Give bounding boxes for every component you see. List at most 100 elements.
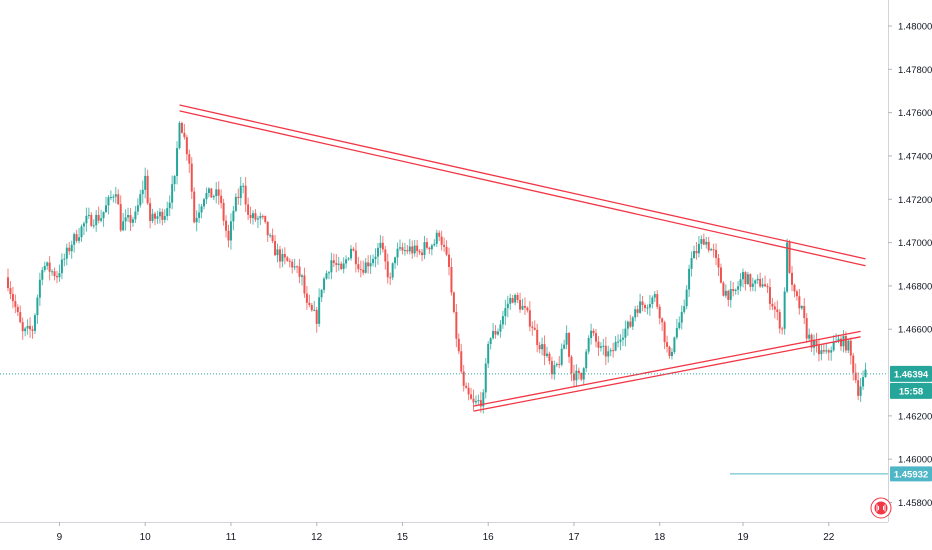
candle (533, 320, 536, 331)
candle (749, 273, 752, 292)
candle-body (599, 346, 602, 348)
candle-body (506, 303, 509, 309)
candle-body (180, 122, 183, 133)
price-tick-label: 1.45800 (898, 498, 932, 509)
candle (149, 197, 152, 229)
candle (310, 302, 313, 312)
candle (854, 363, 857, 384)
time-tick-label: 19 (737, 532, 749, 543)
candle (538, 341, 541, 354)
candle-body (325, 273, 328, 279)
candle (609, 347, 612, 357)
candle-body (227, 230, 230, 241)
candle-body (800, 306, 803, 309)
candle (666, 335, 669, 353)
candle-body (109, 196, 112, 198)
trendline[interactable] (179, 104, 866, 260)
time-tick-label: 15 (397, 532, 409, 543)
candle (673, 336, 676, 354)
candle (663, 320, 666, 350)
candle-body (786, 242, 789, 292)
candle (416, 239, 419, 258)
candle (445, 240, 448, 257)
candle (724, 284, 727, 299)
candle-body (519, 299, 522, 310)
candle (555, 362, 558, 368)
candle (641, 295, 644, 312)
candle (127, 207, 130, 222)
candle-body (65, 247, 68, 259)
broadcast-icon-waves (876, 504, 886, 512)
candle (433, 239, 436, 247)
candle-body (822, 350, 825, 352)
candle (570, 355, 573, 382)
candle (719, 263, 722, 284)
candle (800, 305, 803, 311)
broadcast-icon[interactable] (870, 497, 892, 519)
candle (693, 245, 695, 259)
trendline[interactable] (179, 110, 866, 267)
candle-body (494, 330, 497, 335)
candle-body (840, 338, 842, 347)
candle (105, 196, 107, 213)
candle-body (9, 288, 12, 295)
time-axis[interactable]: 9 10 11 12 15 16 17 18 19 22 (0, 522, 888, 543)
candle-body (19, 312, 22, 323)
candle (852, 352, 855, 381)
candle (36, 294, 39, 324)
plot-area[interactable] (0, 0, 888, 522)
candle (629, 314, 632, 329)
candle-body (399, 247, 401, 249)
price-tick-label: 1.46800 (898, 281, 932, 292)
trendline[interactable] (473, 330, 861, 407)
candle (460, 343, 463, 374)
candle-body (286, 257, 289, 261)
candle (362, 260, 365, 276)
price-tick-label: 1.46600 (898, 325, 932, 336)
candle (352, 247, 355, 252)
candle-body (550, 360, 553, 375)
price-levels (0, 373, 888, 475)
candle (65, 243, 68, 266)
candle-body (254, 213, 257, 220)
candle-body (661, 318, 664, 323)
candle (849, 337, 852, 365)
candle (438, 230, 441, 242)
candle (842, 330, 845, 353)
candle-body (565, 333, 568, 345)
price-axis[interactable]: 1.48000 1.47800 1.47600 1.47400 1.47200 1.470… (888, 0, 932, 522)
candle (572, 364, 575, 388)
candle (176, 141, 179, 185)
candle (85, 207, 88, 232)
candle-body (171, 184, 174, 203)
candle-body (470, 394, 473, 399)
candle-body (521, 305, 524, 310)
candle-body (384, 249, 387, 262)
candle-body (673, 337, 676, 352)
candle-body (528, 310, 531, 327)
candle-body (859, 386, 862, 396)
candle-body (222, 202, 225, 221)
candle-body (695, 251, 698, 254)
candle-body (362, 269, 365, 273)
candle-body (7, 277, 9, 289)
candle (330, 252, 333, 280)
candle (51, 269, 54, 276)
candle (788, 239, 791, 274)
candle (626, 320, 629, 336)
candle-body (278, 249, 281, 262)
candle (156, 210, 159, 224)
trendline[interactable] (473, 336, 861, 412)
candle-body (293, 266, 296, 268)
candle (48, 256, 51, 281)
candle-body (759, 278, 762, 287)
candle (391, 262, 394, 281)
candle-body (663, 322, 666, 343)
trendlines[interactable] (179, 104, 866, 412)
candle-body (793, 284, 796, 292)
candle-body (536, 329, 539, 346)
candle (92, 219, 95, 229)
candle (754, 279, 757, 292)
candle (43, 261, 46, 273)
